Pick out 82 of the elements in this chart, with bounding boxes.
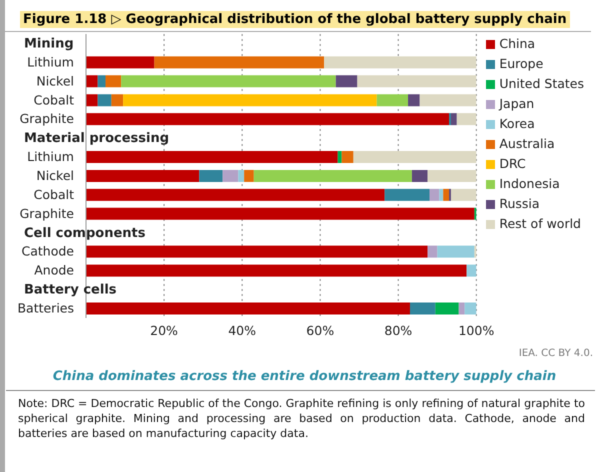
y-tick-label: Cell components xyxy=(24,226,146,241)
text: IEA. CC BY 4.0. xyxy=(518,347,594,359)
bar xyxy=(439,188,444,201)
bar xyxy=(357,75,476,88)
bar xyxy=(412,170,428,182)
bar xyxy=(428,246,438,258)
bar xyxy=(244,170,254,182)
bar xyxy=(86,246,428,258)
bar xyxy=(336,75,358,88)
legend-label: Indonesia xyxy=(499,176,560,191)
bar xyxy=(384,188,430,201)
y-tick-label: Anode xyxy=(34,262,74,278)
bar xyxy=(254,170,412,182)
legend-label: China xyxy=(499,36,536,51)
y-tick-label: Battery cells xyxy=(24,282,117,298)
y-tick-label: Material processing xyxy=(24,131,170,146)
text: Note: DRC = Democratic Republic of the Congo. Graphite refining is only refining of natural graphite to spherical graphite. Mining and processing are based on production data. Cathode, anode and batteries are based on manufacturing capacity data. xyxy=(6,390,595,441)
bar xyxy=(86,151,338,164)
bar xyxy=(410,302,436,314)
bar xyxy=(408,94,420,106)
y-tick-label: Graphite xyxy=(20,206,74,221)
legend-label: Japan xyxy=(499,96,534,111)
bar xyxy=(98,75,106,88)
bar xyxy=(437,246,474,258)
bar xyxy=(450,113,457,126)
legend-label: Korea xyxy=(499,116,535,131)
bar xyxy=(123,94,377,106)
bar xyxy=(353,151,476,164)
bar xyxy=(456,113,476,126)
y-tick-label: Lithium xyxy=(27,54,74,70)
bar xyxy=(86,113,450,126)
bar xyxy=(86,56,154,68)
y-tick-label: Mining xyxy=(24,36,74,52)
bar xyxy=(199,170,223,182)
legend-label: Australia xyxy=(499,136,555,151)
x-tick-label: 60% xyxy=(306,322,334,338)
bar xyxy=(86,75,98,88)
bar xyxy=(324,56,476,68)
bar xyxy=(86,302,410,314)
bar xyxy=(443,188,450,201)
bar xyxy=(458,302,465,314)
bar xyxy=(86,170,200,182)
legend-label: Rest of world xyxy=(499,216,581,231)
bar xyxy=(435,302,459,314)
bar xyxy=(106,75,122,88)
bar xyxy=(238,170,244,182)
legend-label: United States xyxy=(499,76,584,91)
bar xyxy=(428,170,476,182)
x-tick-label: 80% xyxy=(384,322,412,338)
text: China dominates across the entire downstream battery supply chain xyxy=(52,368,558,386)
y-tick-label: Nickel xyxy=(36,73,74,88)
bar xyxy=(342,151,354,164)
chart-title: Figure 1.18 ▷ Geographical distribution of the global battery supply chain xyxy=(20,11,570,28)
bar xyxy=(420,94,476,106)
y-tick-label: Cathode xyxy=(22,244,74,259)
legend-label: Russia xyxy=(499,196,540,211)
y-tick-label: Graphite xyxy=(20,111,74,126)
legend-label: DRC xyxy=(499,156,526,171)
x-tick-label: 20% xyxy=(150,322,178,338)
bar xyxy=(86,94,98,106)
bar xyxy=(464,302,476,314)
bar xyxy=(154,56,324,68)
x-tick-label: 40% xyxy=(228,322,256,338)
bar xyxy=(86,208,474,220)
bar xyxy=(466,264,476,277)
bar xyxy=(376,94,408,106)
y-tick-label: Batteries xyxy=(17,300,74,316)
bar xyxy=(338,151,342,164)
y-tick-label: Lithium xyxy=(27,149,74,164)
bar xyxy=(430,188,440,201)
bar xyxy=(86,264,467,277)
bar xyxy=(111,94,124,106)
y-tick-label: Nickel xyxy=(36,168,74,183)
y-tick-label: Cobalt xyxy=(34,92,74,108)
bar xyxy=(450,188,476,201)
legend-label: Europe xyxy=(499,56,544,71)
x-tick-label: 100% xyxy=(458,322,494,338)
bar xyxy=(86,188,385,201)
bar xyxy=(98,94,112,106)
bar xyxy=(222,170,238,182)
y-tick-label: Cobalt xyxy=(34,186,74,202)
bar xyxy=(121,75,336,88)
